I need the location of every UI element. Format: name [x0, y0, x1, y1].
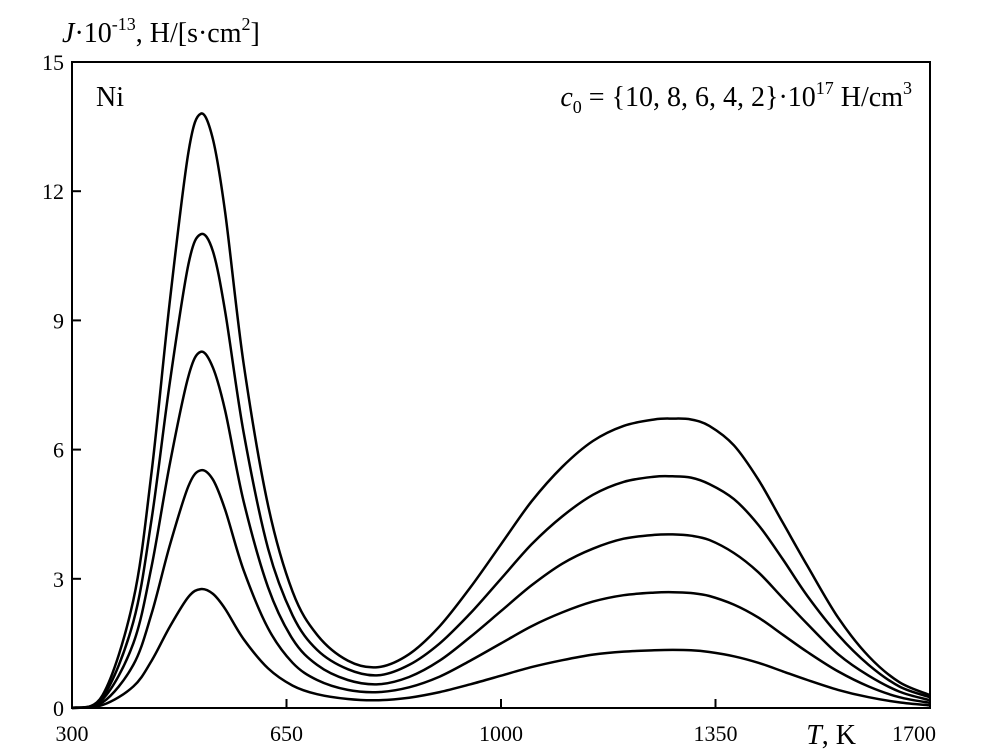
x-axis-label-var: T	[806, 720, 824, 751]
x-tick-label: 650	[270, 721, 303, 746]
x-tick-label: 1350	[694, 721, 738, 746]
y-tick-label: 6	[53, 438, 64, 463]
y-axis-label-unit-b: ]	[251, 18, 260, 49]
y-tick-label: 15	[42, 50, 64, 75]
series-line-c0-8	[71, 232, 931, 710]
y-tick-label: 3	[53, 567, 64, 592]
series-line-c0-10	[71, 112, 931, 710]
series-line-c0-2	[71, 587, 931, 710]
y-tick-label: 9	[53, 308, 64, 333]
y-axis-label-var: J	[62, 18, 76, 49]
concentration-label: c0 = {10, 8, 6, 4, 2}·1017 H/cm3	[560, 78, 912, 117]
concentration-label-exp: 17	[816, 78, 834, 98]
concentration-label-sub: 0	[573, 97, 582, 117]
concentration-label-text: = {10, 8, 6, 4, 2}·10	[582, 82, 816, 113]
x-ticks: 300 650 1000 1350 1700	[56, 699, 936, 746]
y-tick-label: 0	[53, 696, 64, 721]
series-line-c0-4	[71, 468, 931, 710]
concentration-label-unit-exp: 3	[903, 78, 912, 98]
x-axis-label-unit: , K	[822, 720, 856, 751]
material-label: Ni	[96, 82, 124, 113]
concentration-label-unit: H/cm	[834, 82, 903, 113]
x-axis-label: T, K	[806, 720, 856, 751]
y-axis-label-unit-exp: 2	[242, 14, 251, 34]
y-axis-label-mult: ·10	[74, 18, 111, 49]
x-tick-label: 1000	[479, 721, 523, 746]
y-tick-label: 12	[42, 179, 64, 204]
concentration-label-var: c	[560, 82, 573, 113]
x-tick-label: 1700	[892, 721, 936, 746]
series-group	[71, 112, 931, 710]
y-axis-label: J·10-13, H/[s·cm2]	[62, 14, 260, 49]
y-axis-label-exp: -13	[112, 14, 136, 34]
series-line-c0-6	[71, 350, 931, 710]
y-ticks: 0 3 6 9 12 15	[42, 50, 81, 721]
y-axis-label-unit-a: , H/[s·cm	[136, 18, 242, 49]
x-tick-label: 300	[56, 721, 89, 746]
